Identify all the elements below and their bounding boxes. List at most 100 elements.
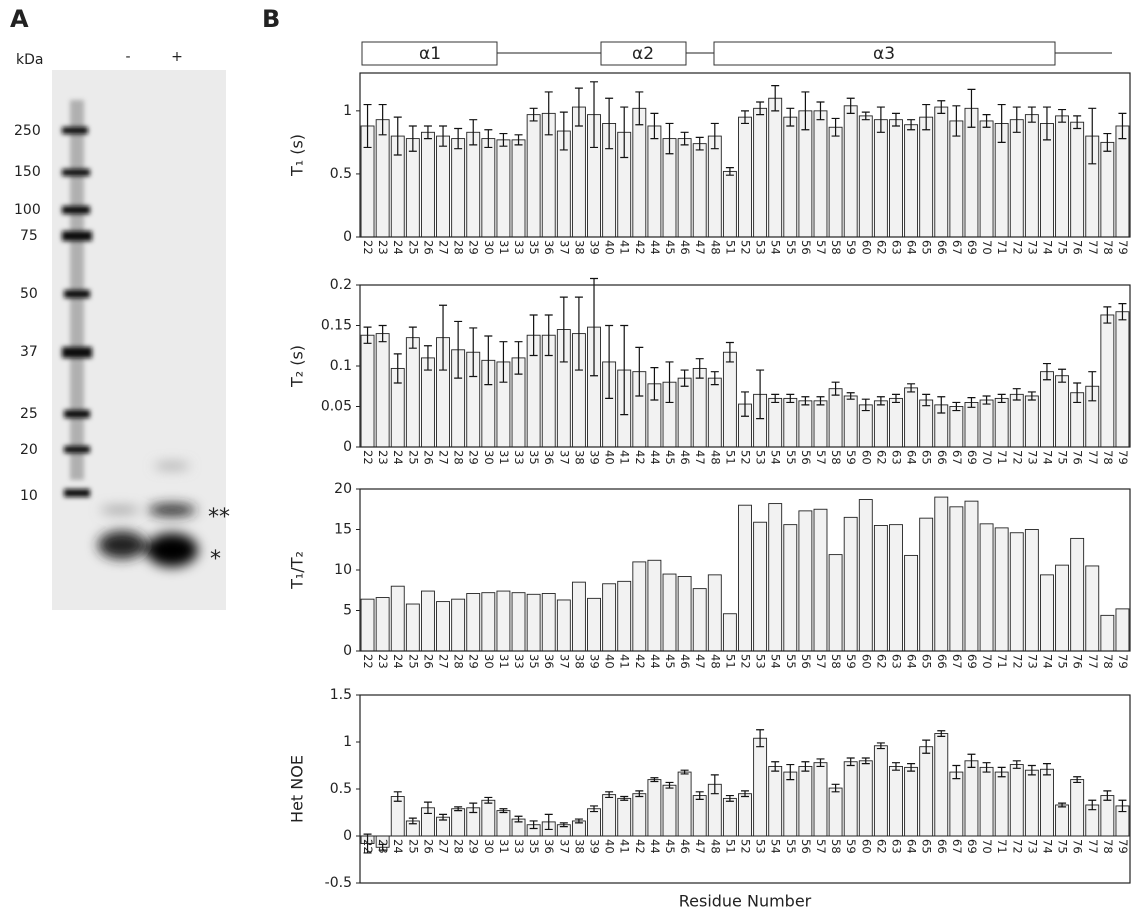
x-tick-label: 59 xyxy=(844,839,858,854)
bar xyxy=(889,766,902,836)
bar xyxy=(769,766,782,836)
x-tick-label: 56 xyxy=(799,839,813,854)
bar xyxy=(693,796,706,836)
x-tick-label: 33 xyxy=(512,240,526,255)
x-tick-label: 42 xyxy=(633,240,647,255)
bar xyxy=(1025,115,1038,237)
bar xyxy=(527,594,540,651)
bar xyxy=(648,560,661,651)
x-tick-label: 48 xyxy=(708,450,722,465)
bar xyxy=(482,139,495,237)
bar xyxy=(799,766,812,836)
marker-label: 25 xyxy=(20,406,38,422)
x-tick-label: 36 xyxy=(542,654,556,669)
x-tick-label: 77 xyxy=(1086,839,1100,854)
x-tick-label: 35 xyxy=(527,654,541,669)
y-tick-label: 0 xyxy=(343,828,352,844)
bar xyxy=(905,555,918,651)
bar-chart: -0.500.511.52223242526272829303133353637… xyxy=(288,687,1131,911)
x-tick-label: 28 xyxy=(452,450,466,465)
bar xyxy=(965,402,978,447)
x-tick-label: 48 xyxy=(708,240,722,255)
bar xyxy=(723,798,736,836)
x-tick-label: 40 xyxy=(603,240,617,255)
bar xyxy=(754,108,767,237)
x-tick-label: 58 xyxy=(829,240,843,255)
y-tick-label: 0 xyxy=(343,643,352,659)
x-tick-label: 66 xyxy=(935,240,949,255)
marker-label: 20 xyxy=(20,442,38,458)
x-tick-label: 53 xyxy=(754,450,768,465)
x-tick-label: 64 xyxy=(905,839,919,854)
bar xyxy=(542,593,555,651)
x-tick-label: 22 xyxy=(361,450,375,465)
x-tick-label: 31 xyxy=(497,240,511,255)
x-tick-label: 45 xyxy=(663,654,677,669)
x-tick-label: 26 xyxy=(421,450,435,465)
bar xyxy=(1071,122,1084,237)
x-tick-label: 56 xyxy=(799,450,813,465)
x-tick-label: 22 xyxy=(361,839,375,854)
x-tick-label: 53 xyxy=(754,839,768,854)
x-tick-label: 71 xyxy=(995,654,1009,669)
bar xyxy=(920,518,933,651)
y-tick-label: 15 xyxy=(334,522,352,538)
bar xyxy=(995,528,1008,651)
bar xyxy=(633,794,646,836)
bar xyxy=(497,591,510,651)
bar xyxy=(754,738,767,836)
bar xyxy=(421,591,434,651)
bar xyxy=(965,501,978,651)
bar xyxy=(557,600,570,651)
bar xyxy=(723,171,736,237)
x-tick-label: 62 xyxy=(874,839,888,854)
bar xyxy=(1010,765,1023,836)
x-tick-label: 53 xyxy=(754,240,768,255)
bar xyxy=(1040,769,1053,836)
bar xyxy=(965,761,978,836)
x-tick-label: 78 xyxy=(1101,450,1115,465)
x-tick-label: 29 xyxy=(467,240,481,255)
x-tick-label: 72 xyxy=(1010,654,1024,669)
x-tick-label: 31 xyxy=(497,839,511,854)
x-tick-label: 70 xyxy=(980,654,994,669)
bar xyxy=(784,398,797,447)
x-tick-label: 67 xyxy=(950,654,964,669)
bar xyxy=(814,763,827,836)
x-tick-label: 63 xyxy=(889,240,903,255)
bar xyxy=(708,378,721,447)
x-tick-label: 47 xyxy=(693,839,707,854)
bar xyxy=(1010,120,1023,237)
bar xyxy=(1056,376,1069,447)
figure: A kDa - + 250 150 100 75 50 37 25 20 10 … xyxy=(0,0,1133,916)
x-tick-label: 45 xyxy=(663,450,677,465)
x-tick-label: 72 xyxy=(1010,240,1024,255)
x-tick-label: 67 xyxy=(950,839,964,854)
x-tick-label: 41 xyxy=(618,450,632,465)
bar xyxy=(1056,565,1069,651)
x-tick-label: 60 xyxy=(859,450,873,465)
x-tick-label: 33 xyxy=(512,839,526,854)
x-tick-label: 35 xyxy=(527,240,541,255)
x-tick-label: 44 xyxy=(648,240,662,255)
x-tick-label: 47 xyxy=(693,654,707,669)
bar xyxy=(678,378,691,447)
bar xyxy=(769,398,782,447)
y-tick-label: 0.2 xyxy=(330,277,352,293)
band-mark: * xyxy=(210,547,221,572)
x-tick-label: 72 xyxy=(1010,450,1024,465)
x-axis-title: Residue Number xyxy=(679,892,812,911)
x-tick-label: 72 xyxy=(1010,839,1024,854)
bar xyxy=(829,389,842,447)
x-tick-label: 28 xyxy=(452,654,466,669)
bar xyxy=(980,400,993,447)
x-tick-label: 71 xyxy=(995,240,1009,255)
bar xyxy=(950,507,963,651)
x-tick-label: 47 xyxy=(693,450,707,465)
bar xyxy=(1101,315,1114,447)
x-tick-label: 55 xyxy=(784,839,798,854)
bar xyxy=(859,405,872,447)
x-tick-label: 22 xyxy=(361,240,375,255)
x-tick-label: 30 xyxy=(482,654,496,669)
x-tick-label: 30 xyxy=(482,240,496,255)
